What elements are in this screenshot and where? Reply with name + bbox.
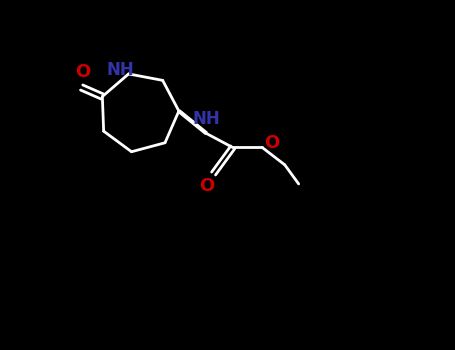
Text: O: O: [264, 134, 279, 152]
Text: NH: NH: [193, 110, 221, 128]
Text: O: O: [199, 177, 214, 195]
Text: NH: NH: [106, 61, 134, 79]
Text: O: O: [75, 63, 91, 80]
